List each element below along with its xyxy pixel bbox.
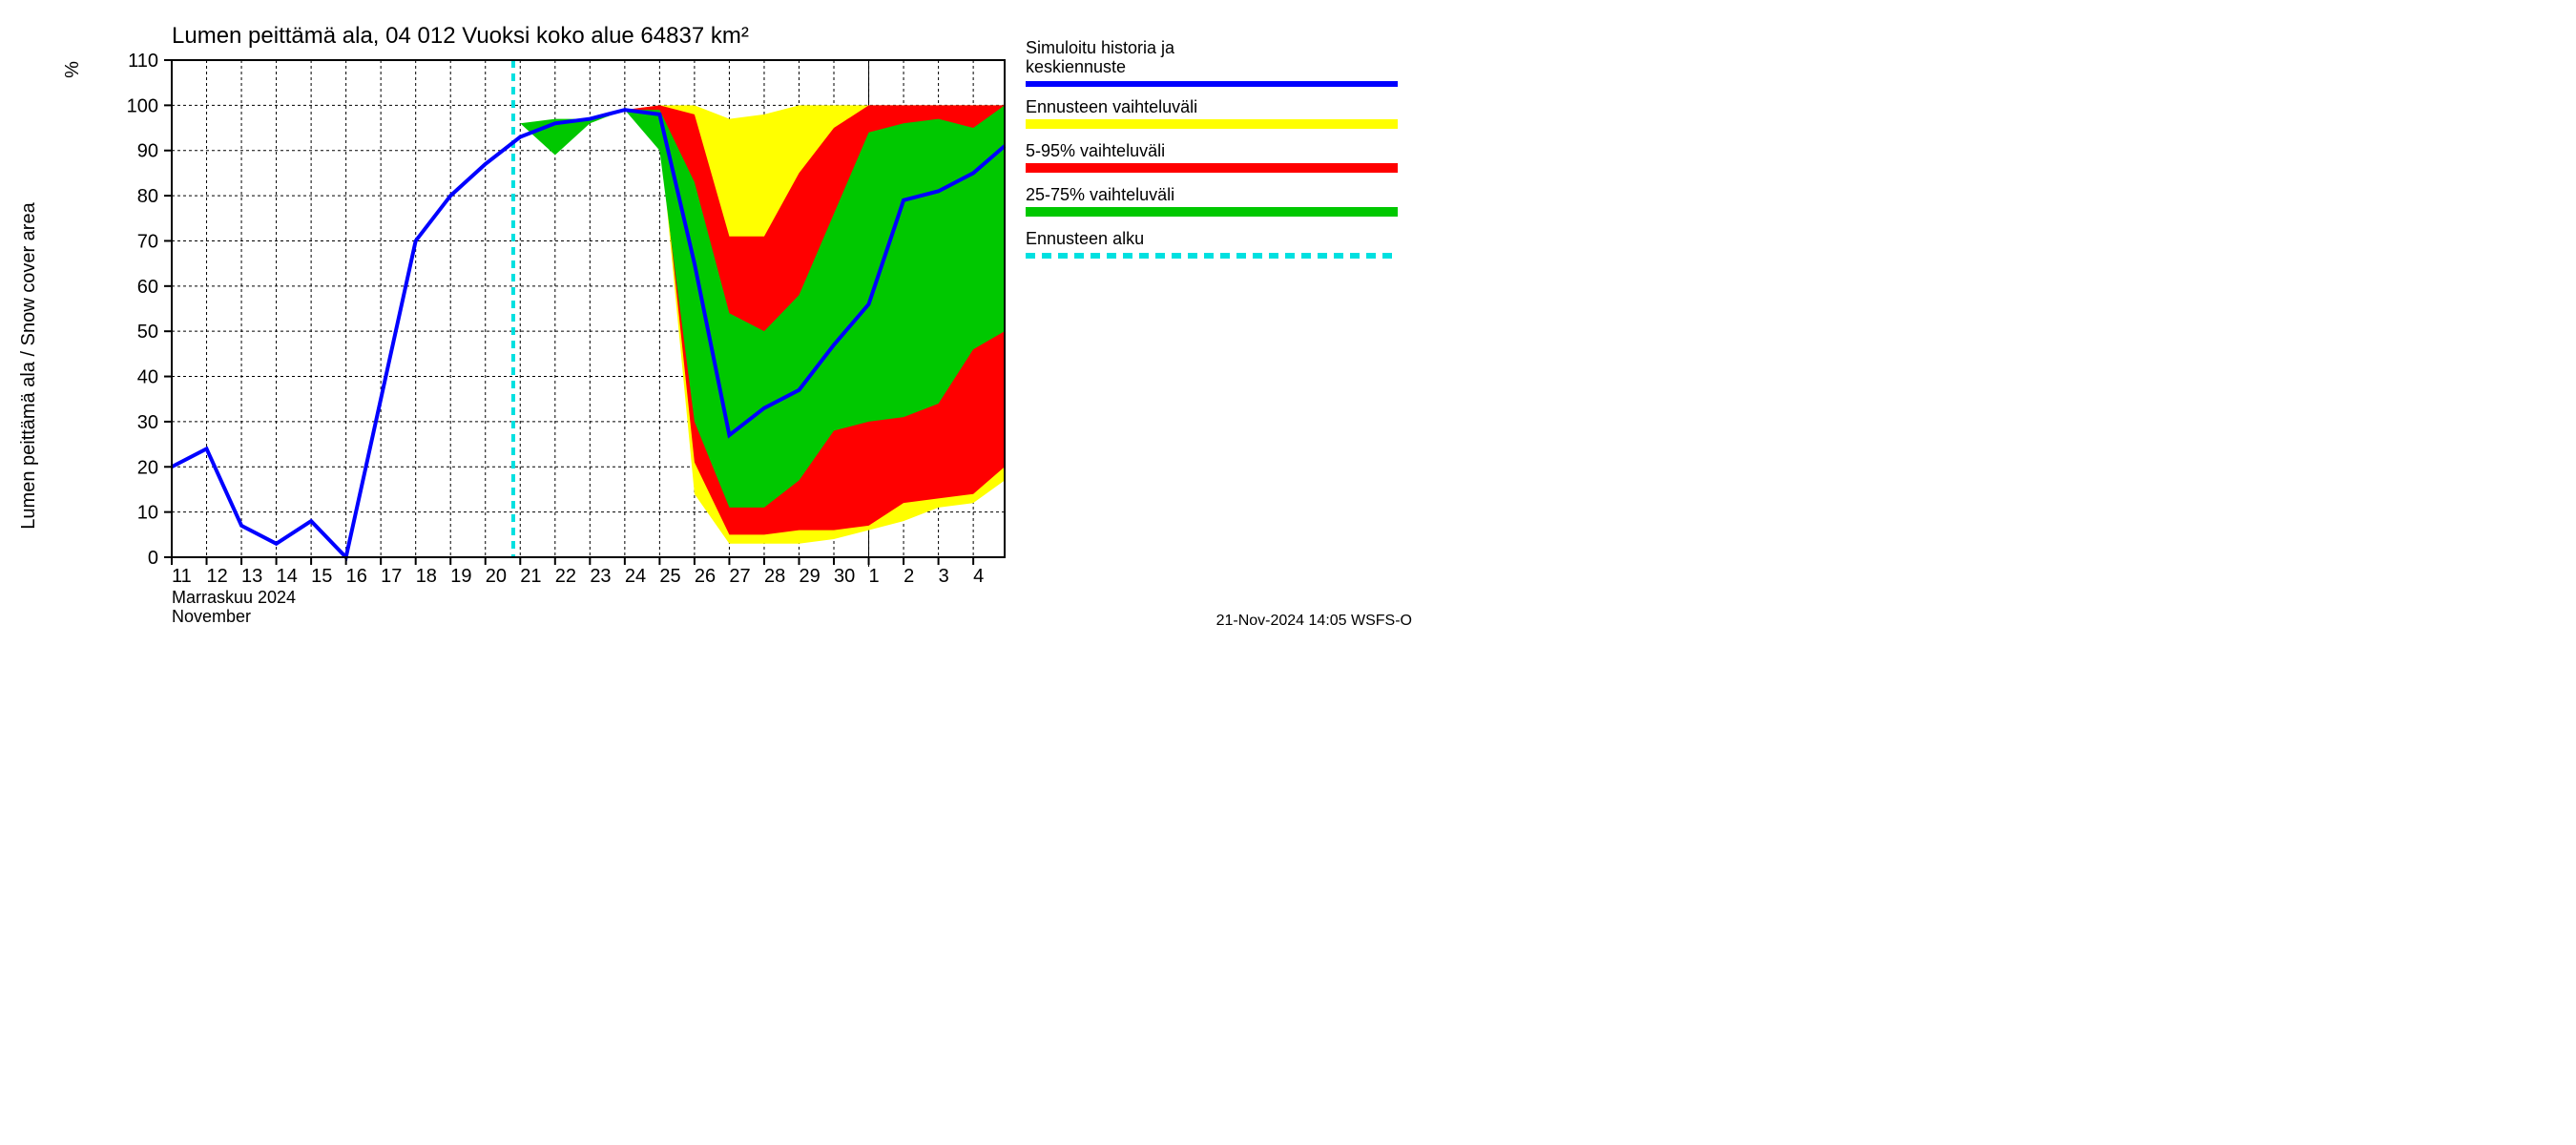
x-tick-label: 1 bbox=[869, 566, 880, 587]
x-tick-label: 17 bbox=[381, 566, 402, 587]
y-axis-label: Lumen peittämä ala / Snow cover area bbox=[18, 201, 39, 529]
x-tick-label: 27 bbox=[729, 566, 750, 587]
x-tick-label: 21 bbox=[520, 566, 541, 587]
y-tick-label: 30 bbox=[137, 412, 158, 433]
y-tick-label: 90 bbox=[137, 141, 158, 162]
x-tick-label: 28 bbox=[764, 566, 785, 587]
x-tick-label: 14 bbox=[277, 566, 298, 587]
chart-svg: 0102030405060708090100110111213141516171… bbox=[0, 0, 1431, 636]
x-tick-label: 20 bbox=[486, 566, 507, 587]
y-tick-label: 40 bbox=[137, 367, 158, 388]
y-tick-label: 70 bbox=[137, 231, 158, 252]
y-tick-label: 60 bbox=[137, 277, 158, 298]
y-tick-label: 100 bbox=[127, 95, 158, 116]
x-tick-label: 19 bbox=[450, 566, 471, 587]
legend-label: 25-75% vaihteluväli bbox=[1026, 185, 1174, 204]
x-tick-label: 23 bbox=[590, 566, 611, 587]
x-tick-label: 3 bbox=[939, 566, 949, 587]
legend-label: Ennusteen vaihteluväli bbox=[1026, 97, 1197, 116]
chart-title: Lumen peittämä ala, 04 012 Vuoksi koko a… bbox=[172, 23, 749, 49]
x-tick-label: 24 bbox=[625, 566, 646, 587]
x-tick-label: 4 bbox=[973, 566, 984, 587]
x-tick-label: 26 bbox=[695, 566, 716, 587]
x-tick-label: 16 bbox=[346, 566, 367, 587]
y-tick-label: 20 bbox=[137, 457, 158, 478]
y-tick-label: 50 bbox=[137, 322, 158, 343]
chart-container: 0102030405060708090100110111213141516171… bbox=[0, 0, 1431, 636]
footer-text: 21-Nov-2024 14:05 WSFS-O bbox=[1216, 613, 1412, 629]
legend-label: Ennusteen alku bbox=[1026, 229, 1144, 248]
x-tick-label: 15 bbox=[311, 566, 332, 587]
legend-label: keskiennuste bbox=[1026, 57, 1126, 76]
y-tick-label: 0 bbox=[148, 548, 158, 569]
x-tick-label: 18 bbox=[416, 566, 437, 587]
x-tick-label: 12 bbox=[207, 566, 228, 587]
x-tick-label: 30 bbox=[834, 566, 855, 587]
y-tick-label: 10 bbox=[137, 503, 158, 524]
x-tick-label: 13 bbox=[241, 566, 262, 587]
month-label-en: November bbox=[172, 607, 251, 626]
month-label-fi: Marraskuu 2024 bbox=[172, 588, 296, 607]
x-tick-label: 11 bbox=[172, 566, 192, 587]
x-tick-label: 25 bbox=[659, 566, 680, 587]
x-tick-label: 22 bbox=[555, 566, 576, 587]
legend-label: 5-95% vaihteluväli bbox=[1026, 141, 1165, 160]
y-tick-label: 110 bbox=[128, 51, 158, 72]
legend-label: Simuloitu historia ja bbox=[1026, 38, 1175, 57]
x-tick-label: 2 bbox=[904, 566, 914, 587]
x-tick-label: 29 bbox=[799, 566, 820, 587]
y-tick-label: 80 bbox=[137, 186, 158, 207]
y-axis-unit: % bbox=[62, 61, 83, 78]
